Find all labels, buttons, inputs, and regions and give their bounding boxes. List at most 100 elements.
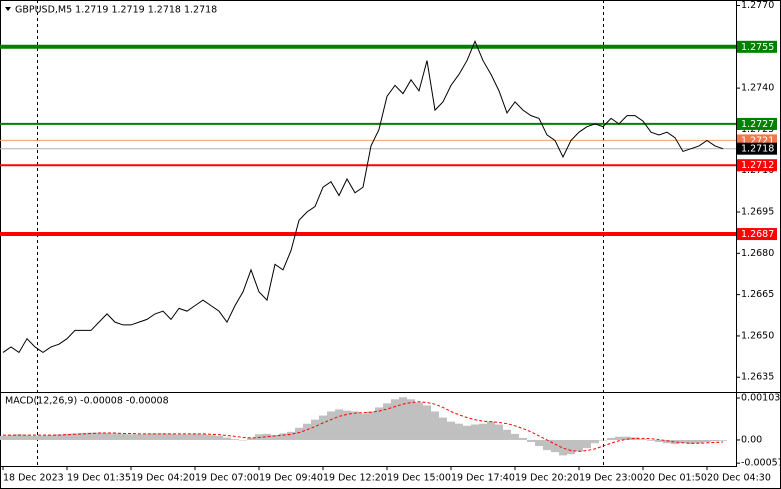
macd-bar — [287, 431, 295, 440]
y-tick-label: -0.00057 — [741, 458, 781, 469]
macd-bar — [495, 424, 503, 440]
macd-bar — [135, 434, 143, 440]
macd-bar — [47, 435, 55, 440]
menu-triangle — [5, 7, 11, 11]
macd-bar — [679, 439, 687, 444]
macd-bar — [279, 433, 287, 440]
macd-bar — [263, 433, 271, 440]
macd-bar — [527, 439, 535, 442]
macd-bar — [199, 434, 207, 440]
macd-bar — [143, 433, 151, 440]
y-tick-label: 1.2635 — [741, 372, 774, 383]
macd-bar — [423, 405, 431, 440]
macd-bar — [519, 437, 527, 440]
macd-bar — [455, 423, 463, 440]
macd-bar — [543, 439, 551, 451]
x-tick-label: 19 Dec 20:20 — [515, 473, 579, 484]
x-tick-label: 19 Dec 04:20 — [131, 473, 195, 484]
macd-bar — [31, 435, 39, 440]
x-tick-label: 19 Dec 15:00 — [387, 473, 451, 484]
macd-bar — [383, 403, 391, 440]
macd-bar — [535, 439, 543, 447]
y-tick-label: 1.2770 — [741, 0, 774, 11]
macd-bar — [511, 433, 519, 440]
level-tag — [737, 159, 777, 172]
macd-bar — [223, 437, 231, 440]
macd-bar — [479, 423, 487, 440]
y-tick-label: 0.00 — [741, 434, 762, 445]
x-tick-label: 20 Dec 04:30 — [707, 473, 771, 484]
macd-bar — [447, 421, 455, 440]
price-line — [2, 39, 724, 354]
y-tick-label: 1.2680 — [741, 248, 774, 259]
x-tick-label: 18 Dec 2023 — [3, 473, 64, 484]
macd-bar — [303, 423, 311, 440]
macd-bar — [95, 432, 103, 440]
macd-bar — [407, 399, 415, 440]
macd-bar — [271, 435, 279, 440]
macd-bar — [295, 427, 303, 440]
macd-bar — [631, 437, 639, 440]
macd-bar — [7, 435, 15, 440]
macd-bar — [175, 434, 183, 440]
macd-bar — [623, 436, 631, 440]
macd-bar — [207, 435, 215, 440]
x-tick-label: 20 Dec 01:50 — [643, 473, 707, 484]
x-tick-label: 19 Dec 12:20 — [323, 473, 387, 484]
level-label: 1.2755 — [741, 42, 774, 53]
macd-bar — [151, 433, 159, 440]
macd-bar — [215, 435, 223, 440]
level-tag — [737, 142, 777, 155]
level-label: 1.2712 — [741, 160, 774, 171]
macd-bar — [71, 433, 79, 440]
macd-bar — [719, 439, 727, 441]
indicator-title: MACD(12,26,9) -0.00008 -0.00008 — [5, 396, 169, 407]
macd-bar — [647, 439, 655, 441]
y-tick-label: 0.00103 — [741, 393, 780, 404]
macd-bar — [663, 439, 671, 444]
macd-bar — [703, 439, 711, 442]
macd-bar — [343, 410, 351, 440]
macd-bar — [391, 399, 399, 440]
level-tag — [737, 117, 777, 130]
macd-bar — [231, 439, 239, 440]
macd-bar — [415, 402, 423, 440]
macd-bar — [583, 439, 591, 449]
macd-bar — [327, 411, 335, 440]
macd-bar — [319, 415, 327, 440]
macd-bar — [575, 439, 583, 452]
macd-bar — [503, 429, 511, 440]
macd-bar — [559, 439, 567, 456]
y-tick-label: 1.2695 — [741, 207, 774, 218]
x-tick-label: 19 Dec 01:35 — [67, 473, 131, 484]
macd-bar — [607, 437, 615, 440]
y-tick-label: 1.2650 — [741, 330, 774, 341]
macd-bar — [183, 434, 191, 440]
macd-bar — [399, 397, 407, 440]
macd-bar — [695, 439, 703, 444]
macd-bar — [487, 421, 495, 440]
level-tag — [737, 40, 777, 53]
macd-bar — [431, 411, 439, 440]
macd-bar — [711, 439, 719, 442]
level-label: 1.2718 — [741, 144, 774, 155]
macd-bar — [351, 411, 359, 440]
x-tick-label: 19 Dec 07:00 — [195, 473, 259, 484]
macd-bar — [63, 433, 71, 440]
y-tick-label: 1.2665 — [741, 289, 774, 300]
macd-bar — [239, 439, 247, 441]
x-tick-label: 19 Dec 17:40 — [451, 473, 515, 484]
macd-bar — [615, 436, 623, 440]
macd-bar — [127, 434, 135, 440]
macd-bar — [23, 435, 31, 440]
macd-bar — [311, 419, 319, 440]
macd-bar — [471, 424, 479, 440]
macd-bar — [639, 439, 647, 440]
y-tick-label: 1.2740 — [741, 83, 774, 94]
macd-bar — [439, 417, 447, 440]
macd-bar — [103, 433, 111, 440]
macd-bar — [655, 439, 663, 442]
macd-bar — [671, 439, 679, 445]
